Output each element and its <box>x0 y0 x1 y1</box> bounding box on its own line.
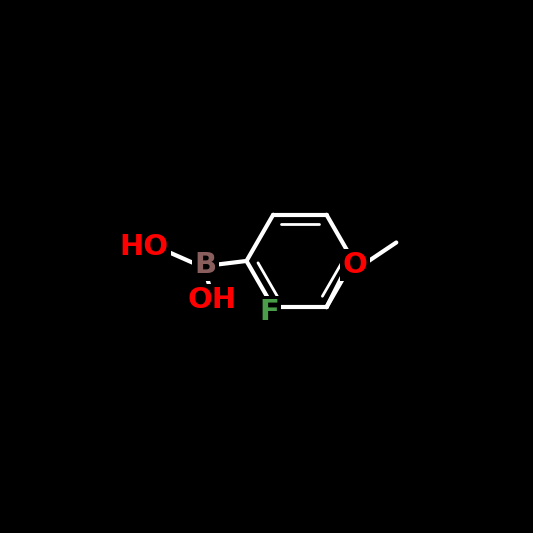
Text: O: O <box>343 251 368 279</box>
Text: HO: HO <box>119 232 168 261</box>
Text: OH: OH <box>187 286 236 314</box>
Text: B: B <box>195 251 216 279</box>
Text: F: F <box>259 298 279 326</box>
